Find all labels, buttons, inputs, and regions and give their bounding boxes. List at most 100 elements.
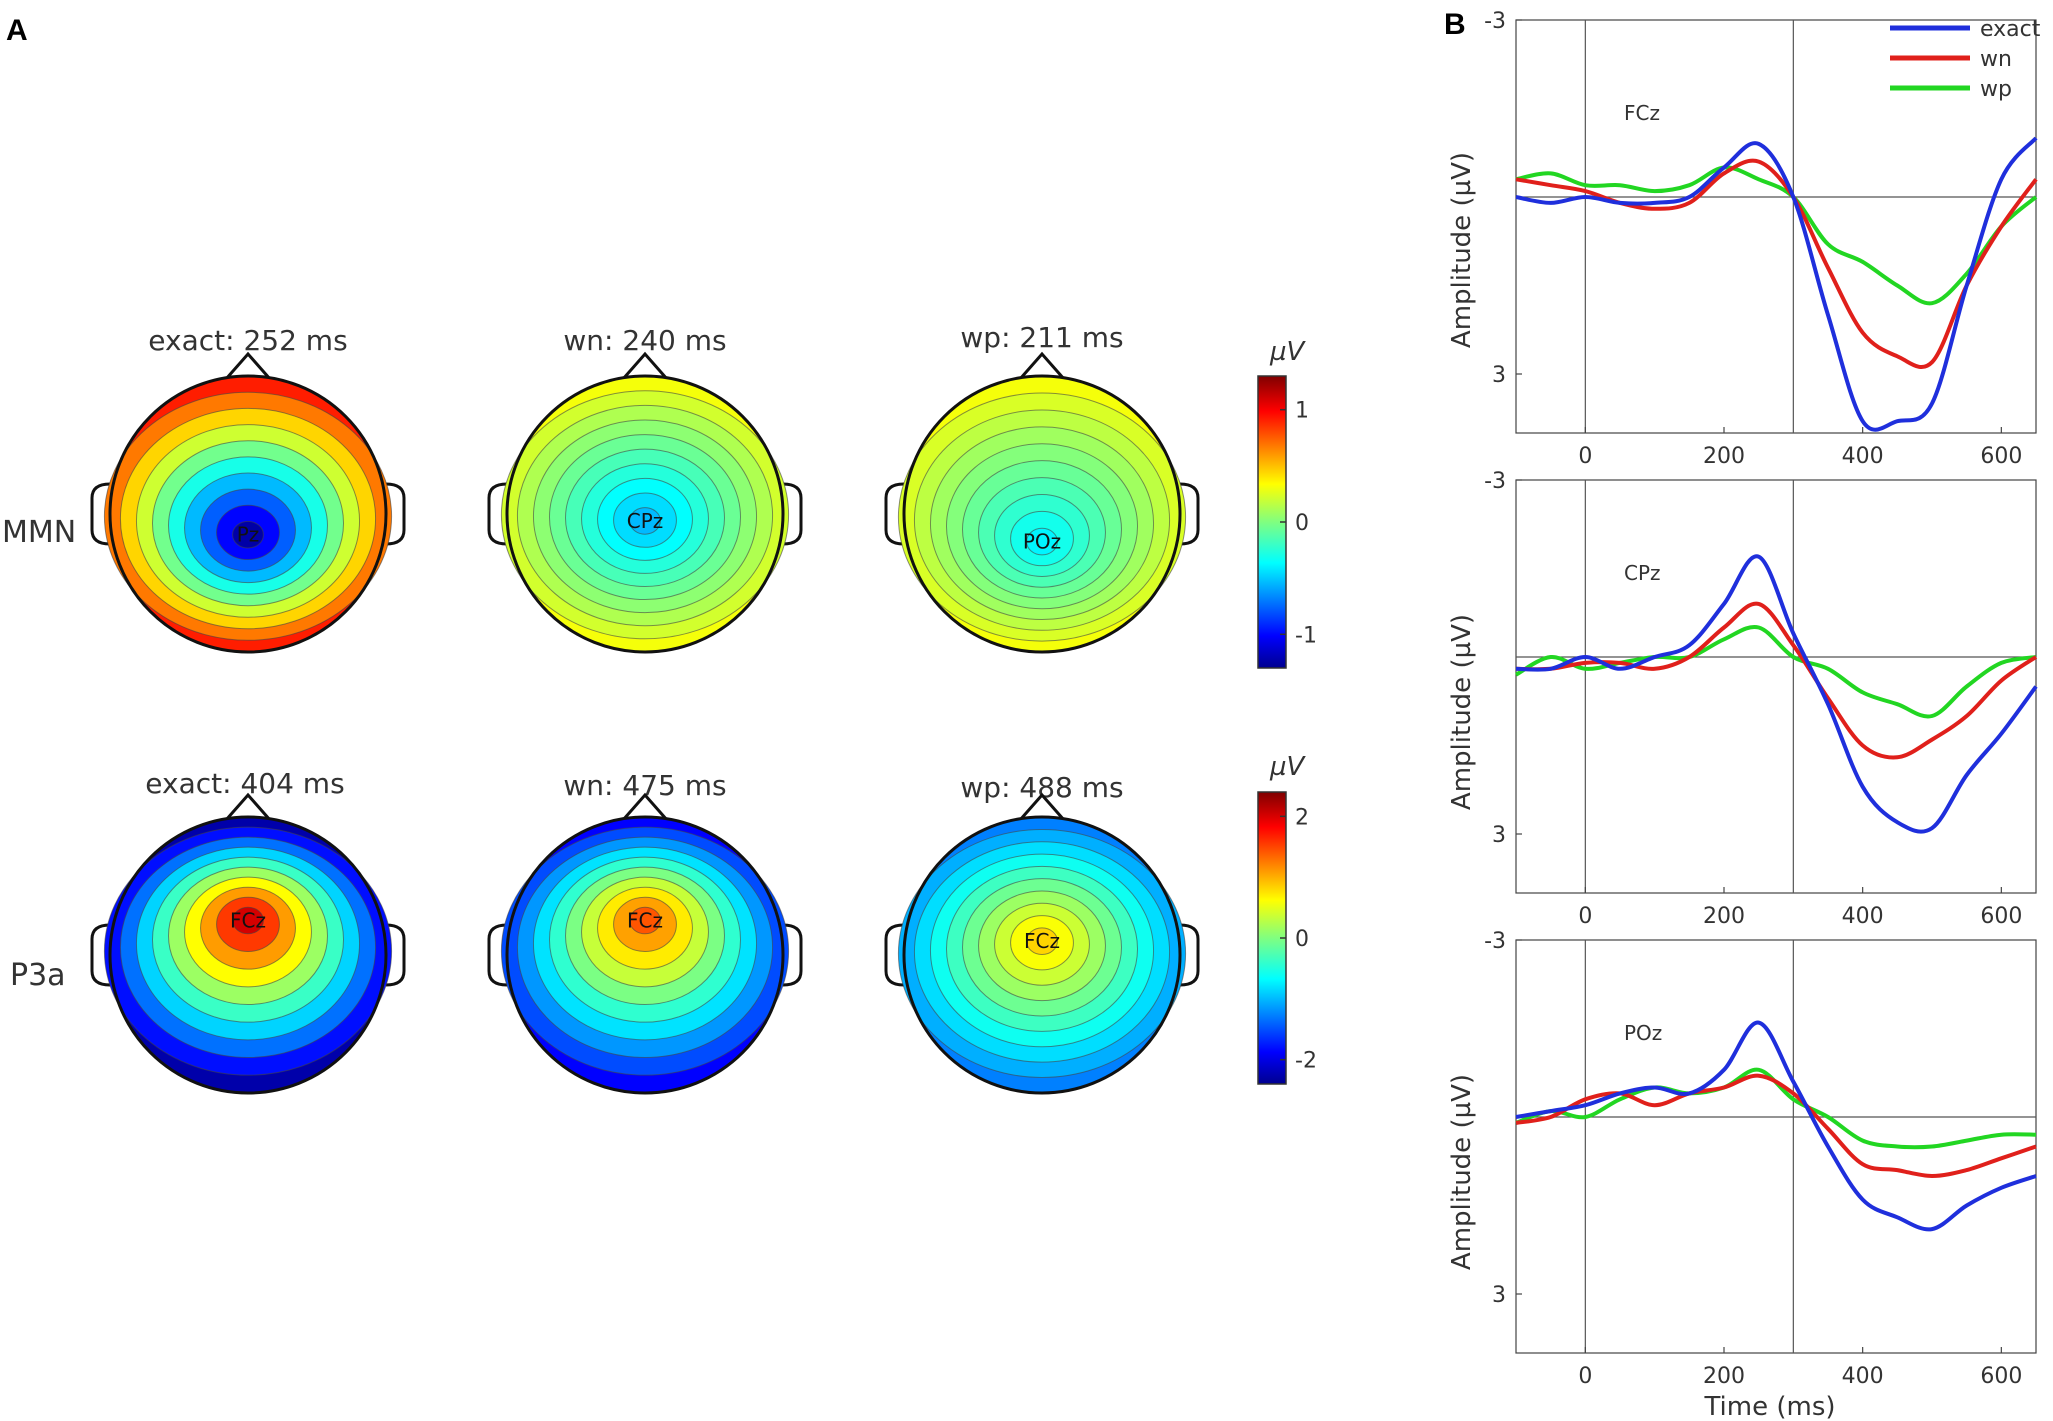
head-outline bbox=[505, 374, 785, 654]
topomap-mmn-wn: CPz bbox=[487, 351, 803, 654]
ear-right bbox=[782, 482, 803, 546]
channel-label: POz bbox=[1624, 1021, 1662, 1045]
head-outline bbox=[902, 374, 1182, 654]
topomap-panel: MMN exact: 252 ms wn: 240 ms wp: 211 ms … bbox=[2, 321, 1317, 1095]
erp-plot-poz: -3 3 0 200 400 600 POz bbox=[1484, 929, 2037, 1389]
ear-right bbox=[385, 482, 406, 546]
erp-plot-fcz: -3 3 0 200 400 600 FCz bbox=[1484, 9, 2038, 469]
x-tick-label: 400 bbox=[1842, 1364, 1884, 1389]
contour-band bbox=[629, 906, 661, 935]
plot-frame bbox=[1515, 479, 2037, 894]
series-line-wn bbox=[1515, 1073, 2037, 1178]
channel-label: FCz bbox=[1624, 101, 1660, 125]
x-tick-label: 0 bbox=[1578, 904, 1592, 929]
colorbar-tick-label: 2 bbox=[1295, 805, 1309, 830]
series-line-wp bbox=[1515, 624, 2037, 719]
y-tick-label: 3 bbox=[1492, 823, 1506, 848]
colorbar-tick-label: 1 bbox=[1295, 399, 1309, 424]
x-tick-label: 200 bbox=[1703, 904, 1745, 929]
x-tick-label: 600 bbox=[1980, 904, 2022, 929]
y-axis-label-poz: Amplitude (µV) bbox=[1447, 1074, 1477, 1270]
panel-a-label: A bbox=[6, 14, 28, 47]
x-tick-label: 400 bbox=[1842, 444, 1884, 469]
contour-band bbox=[1026, 927, 1058, 956]
legend-label-exact: exact bbox=[1980, 17, 2041, 42]
head-outline bbox=[505, 815, 785, 1095]
legend: exact wn wp bbox=[1890, 17, 2041, 102]
x-tick-label: 0 bbox=[1578, 444, 1592, 469]
x-tick-label: 0 bbox=[1578, 1364, 1592, 1389]
topomap-mmn-exact: Pz bbox=[90, 351, 406, 654]
head-outline bbox=[108, 374, 388, 654]
plot-frame bbox=[1515, 939, 2037, 1354]
nose bbox=[1018, 792, 1066, 821]
nose bbox=[621, 792, 669, 821]
nose bbox=[621, 351, 669, 380]
y-tick-label: -3 bbox=[1484, 929, 1506, 954]
series-line-wn bbox=[1515, 601, 2038, 760]
erp-plot-cpz: -3 3 0 200 400 600 CPz bbox=[1484, 469, 2038, 929]
ear-left bbox=[487, 923, 508, 987]
electrode-label: FCz bbox=[1024, 929, 1060, 953]
panel-b-label: B bbox=[1444, 8, 1466, 41]
nose bbox=[224, 792, 272, 821]
ear-right bbox=[1179, 923, 1200, 987]
ear-left bbox=[90, 482, 111, 546]
x-tick-label: 200 bbox=[1703, 444, 1745, 469]
ear-left bbox=[884, 923, 905, 987]
ear-left bbox=[487, 482, 508, 546]
colorbar-unit-p3a: µV bbox=[1269, 752, 1307, 782]
contour-band bbox=[232, 520, 264, 549]
colorbar-tick-label: 0 bbox=[1295, 511, 1309, 536]
ear-right bbox=[1179, 482, 1200, 546]
series-line-exact bbox=[1515, 1020, 2037, 1232]
contour-band bbox=[629, 507, 661, 535]
ear-left bbox=[884, 482, 905, 546]
colorbar-ticks-p3a: 2 0 -2 bbox=[1280, 805, 1317, 1074]
y-tick-label: -3 bbox=[1484, 469, 1506, 494]
contour-band bbox=[1026, 527, 1058, 556]
series-line-exact bbox=[1515, 136, 2038, 432]
erp-panel: -3 3 0 200 400 600 FCz -3 3 0 200 400 600 CPz -3 3 0 20… bbox=[1447, 9, 2041, 1421]
y-tick-label: -3 bbox=[1484, 9, 1506, 34]
electrode-label: FCz bbox=[627, 909, 663, 933]
series-line-wp bbox=[1515, 165, 2038, 306]
nose bbox=[224, 351, 272, 380]
nose bbox=[1018, 351, 1066, 380]
plot-frame bbox=[1515, 19, 2037, 434]
x-tick-label: 400 bbox=[1842, 904, 1884, 929]
head-outline bbox=[902, 815, 1182, 1095]
colorbar-ticks-mmn: 1 0 -1 bbox=[1280, 399, 1317, 648]
x-tick-label: 600 bbox=[1980, 1364, 2022, 1389]
x-tick-label: 200 bbox=[1703, 1364, 1745, 1389]
map-title-p3a-wp: wp: 488 ms bbox=[960, 771, 1123, 804]
map-title-mmn-wp: wp: 211 ms bbox=[960, 321, 1123, 354]
y-axis-label-fcz: Amplitude (µV) bbox=[1447, 152, 1477, 348]
y-axis-label-cpz: Amplitude (µV) bbox=[1447, 614, 1477, 810]
channel-label: CPz bbox=[1624, 561, 1661, 585]
topomap-p3a-wn: FCz bbox=[487, 792, 803, 1095]
series-line-wn bbox=[1515, 158, 2038, 369]
row-label-p3a: P3a bbox=[10, 958, 66, 993]
map-title-mmn-wn: wn: 240 ms bbox=[563, 324, 726, 357]
x-tick-label: 600 bbox=[1980, 444, 2022, 469]
colorbar-tick-label: -1 bbox=[1295, 623, 1317, 648]
head-outline bbox=[108, 815, 388, 1095]
x-axis-label: Time (ms) bbox=[1703, 1392, 1835, 1421]
colorbar-tick-label: -2 bbox=[1295, 1049, 1317, 1074]
electrode-label: FCz bbox=[230, 909, 266, 933]
map-title-p3a-exact: exact: 404 ms bbox=[145, 767, 344, 800]
topomap-p3a-exact: FCz bbox=[90, 792, 406, 1095]
legend-label-wp: wp bbox=[1980, 77, 2012, 102]
y-tick-label: 3 bbox=[1492, 363, 1506, 388]
ear-right bbox=[385, 923, 406, 987]
ear-left bbox=[90, 923, 111, 987]
row-label-mmn: MMN bbox=[2, 515, 76, 550]
map-title-mmn-exact: exact: 252 ms bbox=[148, 324, 347, 357]
electrode-label: POz bbox=[1023, 530, 1061, 554]
topomap-mmn-wp: POz bbox=[884, 351, 1200, 654]
legend-label-wn: wn bbox=[1980, 47, 2012, 72]
electrode-label: CPz bbox=[627, 509, 664, 533]
y-tick-label: 3 bbox=[1492, 1283, 1506, 1308]
